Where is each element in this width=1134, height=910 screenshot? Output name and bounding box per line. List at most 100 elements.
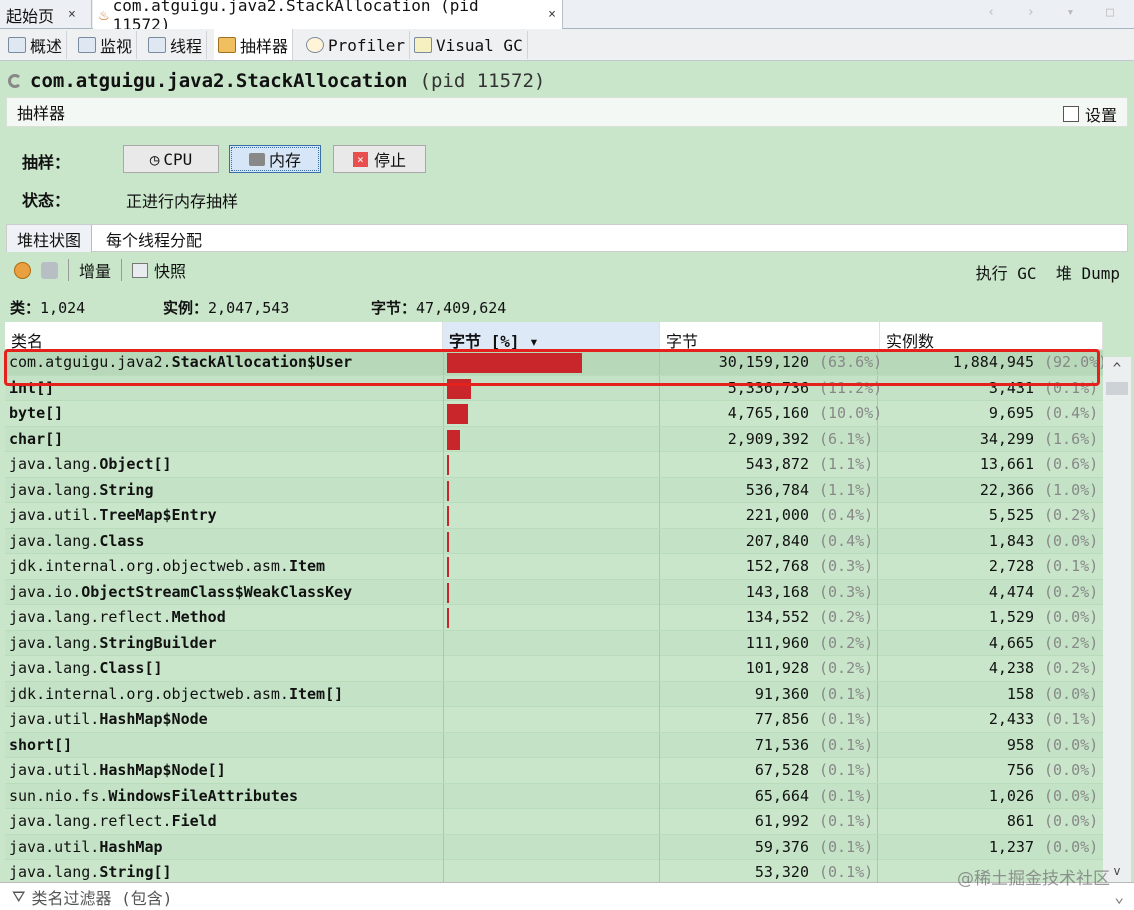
scroll-thumb[interactable]: [1106, 382, 1128, 395]
table-row[interactable]: java.util.HashMap$Node[] 67,528 (0.1%) 756 (…: [5, 758, 1103, 784]
table-row[interactable]: com.atguigu.java2.StackAllocation$User 30…: [5, 350, 1103, 376]
tab-start-page[interactable]: 起始页 ×: [0, 0, 92, 29]
snapshot-button[interactable]: 快照: [154, 262, 187, 281]
package-name: com.atguigu.java2.: [9, 353, 172, 371]
table-row[interactable]: java.lang.String[] 53,320 (0.1%): [5, 860, 1103, 882]
tab-threads[interactable]: 线程: [144, 31, 208, 59]
table-row[interactable]: java.lang.Class 207,840 (0.4%) 1,843 (0.0%): [5, 528, 1103, 554]
watermark: @稀土掘金技术社区: [957, 869, 1110, 889]
heap-dump-button[interactable]: 堆 Dump: [1055, 264, 1120, 283]
class-name: java.util.HashMap$Node: [9, 707, 443, 732]
column-instances[interactable]: 实例数: [880, 322, 1103, 351]
instances-value: 9,695: [988, 404, 1034, 422]
cpu-button[interactable]: ◷ CPU: [123, 145, 219, 173]
bytes-percent-cell: [443, 834, 660, 860]
table-row[interactable]: java.util.HashMap 59,376 (0.1%) 1,237 (0.0%): [5, 834, 1103, 860]
package-name: java.util.: [9, 710, 100, 728]
class-name: java.lang.Class: [9, 529, 443, 554]
bytes-cell: 65,664 (0.1%): [660, 783, 878, 809]
tab-monitor[interactable]: 监视: [74, 31, 138, 59]
perform-gc-button[interactable]: 执行 GC: [975, 264, 1037, 283]
bytes-percent-cell: [443, 758, 660, 783]
tab-profiler[interactable]: Profiler: [302, 31, 411, 59]
close-icon[interactable]: ×: [548, 7, 556, 22]
bytes-percent-cell: [443, 477, 660, 503]
tab-sampler[interactable]: 抽样器: [214, 29, 294, 60]
instances-cell: 34,299 (1.6%): [880, 427, 1102, 452]
column-class-name[interactable]: 类名: [5, 322, 443, 351]
package-name: java.lang.: [9, 480, 100, 499]
instances-value: 1,843: [988, 531, 1034, 550]
simple-class-name: Class[]: [99, 659, 163, 677]
bytes-value: 4,765,160: [727, 404, 809, 422]
monitor-chart-icon: [78, 37, 96, 53]
scroll-up-icon[interactable]: ^: [1112, 361, 1122, 377]
bytes-percent: (0.1%): [819, 710, 874, 728]
bytes-percent: (0.3%): [819, 582, 874, 601]
instances-percent: (0.0%): [1044, 837, 1099, 856]
class-name-filter[interactable]: ⛛ 类名过滤器 (包含) ⌄: [0, 882, 1134, 910]
scroll-down-icon[interactable]: v: [1113, 864, 1121, 878]
view-tabs: 概述 监视 线程 抽样器 Profiler Visual GC: [0, 29, 1134, 61]
bytes-cell: 536,784 (1.1%): [660, 477, 878, 503]
vertical-scrollbar[interactable]: ^ v: [1103, 357, 1131, 882]
memory-button[interactable]: 内存: [229, 145, 321, 173]
bytes-percent: (0.1%): [819, 684, 874, 703]
table-row[interactable]: jdk.internal.org.objectweb.asm.Item 152,7…: [5, 554, 1103, 580]
package-name: java.lang.: [9, 659, 100, 677]
table-row[interactable]: java.io.ObjectStreamClass$WeakClassKey 14…: [5, 579, 1103, 605]
table-row[interactable]: short[] 71,536 (0.1%) 958 (0.0%): [5, 732, 1103, 758]
instances-percent: (1.6%): [1044, 429, 1099, 448]
tab-navigation-arrows[interactable]: ‹ › ▾ □: [987, 5, 1126, 20]
bytes-percent-cell: [443, 656, 660, 681]
package-name: java.lang.reflect.: [9, 812, 172, 830]
bytes-cell: 111,960 (0.2%): [660, 630, 878, 656]
table-row[interactable]: java.util.HashMap$Node 77,856 (0.1%) 2,433 (…: [5, 707, 1103, 733]
bytes-cell: 53,320 (0.1%): [660, 860, 878, 882]
stat-label: 字节：: [371, 299, 417, 317]
simple-class-name: String[]: [99, 863, 172, 881]
bytes-percent: (0.2%): [819, 633, 874, 652]
tab-stackallocation[interactable]: ♨ com.atguigu.java2.StackAllocation (pid …: [93, 0, 563, 34]
bytes-percent-bar: [447, 506, 449, 526]
table-row[interactable]: sun.nio.fs.WindowsFileAttributes 65,664 (0…: [5, 783, 1103, 809]
tab-per-thread-allocation[interactable]: 每个线程分配: [106, 230, 203, 250]
tab-overview[interactable]: 概述: [4, 31, 68, 59]
table-row[interactable]: int[] 5,336,736 (11.2%) 3,431 (0.1%): [5, 375, 1103, 401]
table-row[interactable]: java.lang.String 536,784 (1.1%) 22,366 (1.0%…: [5, 477, 1103, 503]
instances-value: 13,661: [979, 455, 1034, 473]
toolbar: 增量 快照 执行 GC 堆 Dump: [6, 254, 1128, 286]
table-row[interactable]: java.util.TreeMap$Entry 221,000 (0.4%) 5,52…: [5, 503, 1103, 529]
refresh-icon[interactable]: [41, 261, 58, 279]
bytes-percent-bar: [447, 582, 449, 603]
delta-button[interactable]: 增量: [79, 262, 112, 281]
bytes-percent: (0.2%): [819, 659, 874, 677]
sampler-icon: [218, 36, 236, 53]
table-row[interactable]: jdk.internal.org.objectweb.asm.Item[] 91,…: [5, 681, 1103, 707]
bytes-percent-cell: [443, 579, 660, 605]
pause-icon[interactable]: [14, 261, 31, 279]
instances-percent: (0.2%): [1044, 506, 1099, 524]
tab-visual-gc[interactable]: Visual GC: [410, 31, 528, 59]
close-icon[interactable]: ×: [68, 7, 76, 22]
column-bytes-percent[interactable]: 字节 [%] ▾: [443, 322, 660, 351]
stop-button[interactable]: × 停止: [333, 145, 426, 173]
instances-percent: (0.0%): [1044, 786, 1099, 805]
table-row[interactable]: byte[] 4,765,160 (10.0%) 9,695 (0.4%): [5, 401, 1103, 427]
package-name: java.io.: [9, 582, 82, 601]
instances-value: 1,026: [988, 786, 1034, 805]
settings-checkbox[interactable]: 设置: [1062, 102, 1117, 126]
table-row[interactable]: char[] 2,909,392 (6.1%) 34,299 (1.6%): [5, 426, 1103, 452]
bytes-percent: (0.3%): [819, 557, 874, 575]
chevron-down-icon[interactable]: ⌄: [1114, 887, 1124, 906]
table-row[interactable]: java.lang.Object[] 543,872 (1.1%) 13,661 (0.…: [5, 452, 1103, 478]
table-row[interactable]: java.lang.StringBuilder 111,960 (0.2%) 4,66…: [5, 630, 1103, 656]
tab-label: 监视: [100, 37, 133, 56]
bytes-percent: (0.1%): [819, 812, 874, 830]
column-bytes[interactable]: 字节: [660, 322, 880, 351]
checkbox-icon[interactable]: [1062, 106, 1079, 122]
table-row[interactable]: java.lang.Class[] 101,928 (0.2%) 4,238 (0.2%…: [5, 656, 1103, 682]
table-row[interactable]: java.lang.reflect.Method 134,552 (0.2%) 1,5…: [5, 605, 1103, 631]
table-row[interactable]: java.lang.reflect.Field 61,992 (0.1%) 861 (0…: [5, 809, 1103, 835]
tab-heap-histogram[interactable]: 堆柱状图: [7, 225, 93, 252]
